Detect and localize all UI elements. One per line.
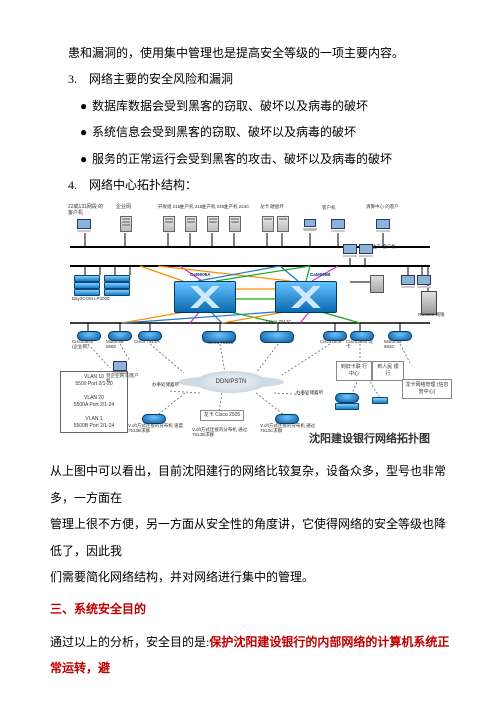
label-lk: 龙卡 硬盘坏 (260, 205, 284, 210)
pc-icon (342, 244, 358, 256)
server-icon (262, 216, 274, 232)
switch-icon (372, 397, 388, 404)
switch-icon (74, 282, 100, 289)
pc-icon (400, 275, 416, 287)
switch-icon (74, 275, 100, 282)
pc-icon (416, 275, 432, 287)
label-yufa-l: V.oft方式连接的分布机 速度7513B求群 (128, 424, 184, 434)
label-office-l: 办事处储蓄所 (152, 383, 179, 388)
switch-icon (104, 282, 130, 289)
router-icon (260, 331, 294, 343)
server-icon (120, 216, 132, 232)
para-last: 通过以上的分析，安全目的是:保护沈阳建设银行的内部网络的计算机系统正常运转，避 (50, 629, 450, 682)
label-yufa-m: V.oft方式连接的分布机 通过7513B求群 (192, 428, 248, 438)
router-icon (335, 393, 359, 403)
bullet-2: 系统信息会受到黑客的窃取、破坏以及病毒的破坏 (50, 119, 450, 145)
label-7513a: Cisco 7513A (134, 340, 162, 345)
label-rs6000: RS6000 网银 (418, 313, 448, 318)
laptop-icon (303, 219, 317, 229)
server-icon (207, 216, 219, 232)
box-daorenmin: 到人民 银行 (372, 361, 404, 381)
label-3com: Bay3COM LP2000 (72, 297, 116, 302)
pc-icon (112, 361, 128, 373)
list-item-3: 3. 网络主要的安全风险和漏洞 (50, 66, 450, 92)
para-after-1: 从上图中可以看出，目前沈阳建行的网络比较复杂，设备众多，型号也非常多，一方面在 (50, 458, 450, 511)
para-continuation: 患和漏洞的，使用集中管理也是提高安全等级的一项主要内容。 (50, 40, 450, 66)
label-enterprise: 企业网 (116, 205, 131, 211)
bullet-3: 服务的正常运行会受到黑客的攻击、破坏以及病毒的破坏 (50, 146, 450, 172)
list-item-4: 4. 网络中心拓扑结构： (50, 172, 450, 198)
server-icon (185, 216, 197, 232)
core-switch-b (275, 281, 337, 313)
label-clearing: 清算中心 的客户 (366, 205, 406, 210)
section-title: 三、系统安全目的 (50, 596, 450, 622)
label-yufa-r: V.oft方式连接的分布机 通过7513C求群 (260, 424, 316, 434)
label-motorola2: Motorola 6520 (384, 340, 412, 350)
label-qiyewang-client: 到企业网 的客户机 (106, 374, 140, 384)
pc-icon (375, 219, 391, 231)
label-client: 客户机 (322, 206, 336, 211)
diagram-caption: 沈阳建设银行网络拓扑图 (309, 427, 430, 451)
switch-icon (104, 289, 130, 296)
para-after-2: 管理上很不方便，另一方面从安全性的角度讲，它使得网络的安全等级也降低了，因此我 (50, 511, 450, 564)
pc-icon (330, 219, 346, 231)
bullet-1: 数据库数据会受到黑客的窃取、破坏以及病毒的破坏 (50, 93, 450, 119)
network-topology-diagram: 22或131网段 的客户机 企业网 开发组 2168 生产机 2169 生产机 … (50, 203, 450, 453)
label-prod-client: 生产 客户机 (372, 245, 402, 250)
para-after-3: 们需要简化网络结构，并对网络进行集中的管理。 (50, 564, 450, 590)
server-icon (163, 216, 175, 232)
label-cat6006b: Cat6006B (310, 273, 331, 278)
box-daoqian: 到旧卡联 行中心 (336, 361, 372, 381)
server-icon (229, 216, 241, 232)
core-switch-a (174, 281, 236, 313)
server-icon (277, 216, 289, 232)
label-motorola1: Motorola 6560 (106, 340, 134, 350)
switch-icon (74, 289, 100, 296)
label-7513c: Cisco 7513C (266, 320, 292, 325)
label-22net: 22或131网段 的客户机 (68, 205, 104, 216)
switch-icon (335, 403, 359, 410)
box-lkwl: 龙卡网络管理 (信息管中心) (402, 379, 452, 399)
pc-icon (76, 219, 92, 231)
label-7513b: Cisco 7513B (208, 341, 234, 346)
rack-icon (370, 275, 384, 293)
label-cisco3640r: Cisco3640 龙卡 (346, 340, 374, 350)
label-cisco3640l: Cisco3640 (企业网） (72, 340, 100, 350)
label-office-r: 办事处储蓄所 (296, 391, 323, 396)
switch-icon (104, 275, 130, 282)
label-cisco2505: Cisco2505 (320, 340, 341, 345)
label-prod3: 生产机 2240 (224, 205, 249, 210)
para-last-a: 通过以上的分析，安全目的是: (50, 635, 209, 649)
box-2505: 龙卡 Cisco 2505 (200, 410, 244, 421)
label-cat6006a: Cat6006A (190, 273, 211, 278)
cloud-ddn: DDN/PSTN (196, 371, 266, 393)
